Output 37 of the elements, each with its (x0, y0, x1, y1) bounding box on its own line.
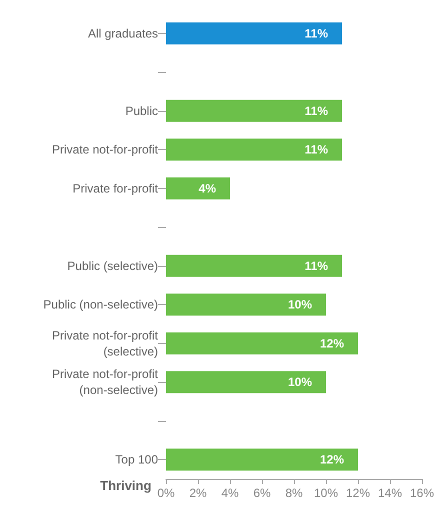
x-tick-label: 4% (221, 486, 239, 500)
data-label: 4% (198, 181, 216, 196)
x-tick-label: 10% (314, 486, 338, 500)
y-tick-label: Private not-for-profit (52, 142, 159, 157)
x-tick-label: 12% (346, 486, 370, 500)
x-axis-title: Thriving (100, 478, 152, 493)
bar (166, 332, 358, 354)
x-tick-label: 16% (410, 486, 434, 500)
bar (166, 254, 342, 277)
y-tick-label: Public (non-selective) (43, 298, 158, 312)
data-label: 11% (304, 104, 328, 118)
y-tick-label: Private for-profit (72, 181, 159, 196)
bar (166, 22, 342, 44)
x-tick-label: 14% (378, 486, 402, 500)
bar (166, 371, 326, 394)
x-tick-label: 6% (253, 486, 271, 500)
y-tick-label: Private not-for-profit (selective) (52, 328, 159, 358)
bar (166, 138, 342, 161)
data-label: 12% (320, 336, 344, 350)
bar (166, 448, 358, 471)
y-tick-label: Top 100 (115, 452, 158, 467)
data-label: 11% (304, 142, 328, 157)
data-label: 10% (288, 375, 312, 390)
x-tick-label: 8% (285, 486, 303, 500)
data-label: 10% (288, 298, 312, 312)
data-label: 12% (320, 452, 344, 467)
y-tick-label: All graduates (88, 26, 158, 40)
x-tick-label: 0% (157, 486, 175, 500)
bar (166, 177, 230, 200)
bar (166, 294, 326, 316)
y-tick-label: Private not-for-profit (non-selective) (52, 367, 159, 398)
bar (166, 100, 342, 122)
x-tick-label: 2% (189, 486, 207, 500)
y-tick-label: Public (selective) (67, 258, 158, 273)
data-label: 11% (304, 26, 328, 40)
y-tick-label: Public (125, 104, 158, 118)
data-label: 11% (304, 258, 328, 273)
